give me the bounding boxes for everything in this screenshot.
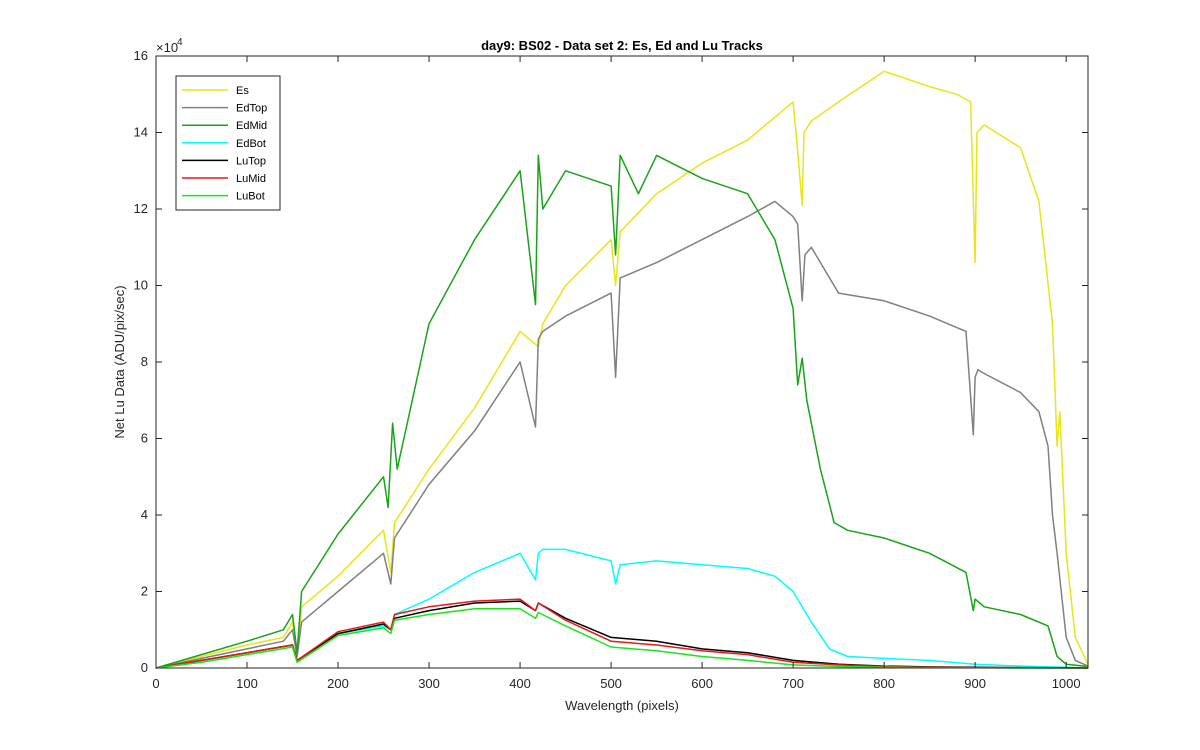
y-tick-label: 0 [141, 660, 148, 675]
legend-label-es: Es [236, 85, 249, 97]
x-axis-ticks: 0 100 200 300 400 500 600 700 800 900 1000 [152, 56, 1081, 691]
y-axis-ticks: 0 2 4 6 8 10 12 14 16 [134, 48, 1088, 675]
legend-label-lubot: LuBot [236, 191, 265, 203]
y-tick-label: 4 [141, 507, 148, 522]
axes-background [156, 56, 1088, 668]
y-tick-label: 16 [134, 48, 148, 63]
legend-label-lumid: LuMid [236, 173, 266, 185]
y-axis-title: Net Lu Data (ADU/pix/sec) [112, 285, 127, 438]
plot-area: 0 100 200 300 400 500 600 700 800 900 1000 0 2 4 6 8 10… [134, 48, 1089, 691]
x-tick-label: 800 [873, 676, 895, 691]
x-axis-title: Wavelength (pixels) [565, 698, 679, 713]
legend-label-lutop: LuTop [236, 155, 266, 167]
y-tick-label: 6 [141, 431, 148, 446]
y-tick-label: 8 [141, 354, 148, 369]
legend: Es EdTop EdMid EdBot LuTop LuMid LuBot [175, 75, 281, 211]
legend-label-edmid: EdMid [236, 120, 267, 132]
y-exponent-power: 4 [177, 37, 183, 48]
series-line-edmid [155, 154, 1089, 669]
x-tick-label: 100 [236, 676, 258, 691]
y-tick-label: 14 [134, 125, 148, 140]
x-tick-label: 900 [964, 676, 986, 691]
x-tick-label: 200 [327, 676, 349, 691]
x-tick-label: 0 [152, 676, 159, 691]
legend-items: Es EdTop EdMid EdBot LuTop LuMid LuBot [182, 85, 267, 203]
y-tick-label: 10 [134, 278, 148, 293]
x-tick-label: 600 [691, 676, 713, 691]
y-exponent-base: ×10 [156, 40, 178, 55]
x-tick-label: 1000 [1052, 676, 1081, 691]
x-tick-label: 500 [600, 676, 622, 691]
y-exponent: ×10 4 [156, 37, 183, 55]
series-layer [155, 70, 1089, 669]
series-line-es [155, 70, 1089, 669]
legend-label-edbot: EdBot [236, 138, 266, 150]
series-line-edtop [155, 200, 1089, 669]
y-tick-label: 2 [141, 584, 148, 599]
x-tick-label: 300 [418, 676, 440, 691]
x-tick-label: 700 [782, 676, 804, 691]
y-tick-label: 12 [134, 201, 148, 216]
x-tick-label: 400 [509, 676, 531, 691]
series-line-lubot [155, 607, 1088, 669]
legend-label-edtop: EdTop [236, 103, 267, 115]
chart-title: day9: BS02 - Data set 2: Es, Ed and Lu T… [481, 38, 763, 53]
